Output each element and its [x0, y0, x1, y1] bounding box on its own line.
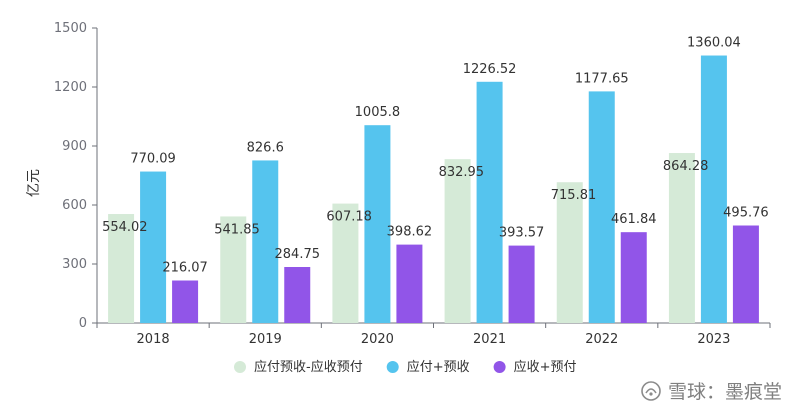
legend-marker-3[interactable] — [493, 361, 506, 373]
legend: 应付预收-应收预付 应付+预收 应收+预付 — [234, 359, 577, 375]
bar-2019-series-3 — [284, 266, 311, 323]
y-tick-label: 1200 — [54, 80, 87, 95]
data-label: 1005.8 — [355, 105, 401, 120]
data-label: 461.84 — [611, 212, 657, 227]
bar-2018-series-2 — [140, 171, 167, 323]
data-label: 607.18 — [326, 210, 372, 225]
legend-label-1[interactable]: 应付预收-应收预付 — [254, 359, 363, 375]
y-tick-label: 0 — [79, 316, 87, 331]
data-label: 495.76 — [723, 206, 769, 221]
bar-2020-series-1 — [332, 203, 359, 323]
bar-2022-series-2 — [588, 91, 615, 323]
axes-layer: 0 300 600 900 1200 1500 亿元 2018 2019 2020 2021 2022… — [26, 21, 771, 347]
data-label: 541.85 — [214, 222, 260, 237]
data-label: 1226.52 — [463, 62, 517, 77]
legend-label-3[interactable]: 应收+预付 — [514, 359, 577, 375]
y-tick-label: 1500 — [54, 21, 87, 36]
y-axis-label: 亿元 — [26, 169, 42, 197]
legend-marker-2[interactable] — [386, 361, 399, 373]
data-label: 554.02 — [102, 220, 148, 235]
watermark-text: 雪球：墨痕堂 — [667, 381, 782, 403]
y-tick-label: 300 — [62, 257, 87, 272]
legend-marker-1[interactable] — [234, 361, 246, 373]
x-tick-label: 2022 — [585, 332, 618, 347]
bar-2023-series-1 — [668, 153, 695, 323]
bar-2018-series-1 — [108, 214, 135, 323]
bar-2023-series-2 — [700, 55, 727, 324]
x-tick-label: 2023 — [697, 332, 730, 347]
legend-label-2[interactable]: 应付+预收 — [407, 359, 470, 375]
bar-2018-series-3 — [172, 280, 199, 323]
bars-layer — [108, 55, 759, 324]
snowball-logo-icon — [641, 380, 661, 401]
data-label: 826.6 — [247, 140, 284, 155]
x-tick-label: 2019 — [249, 332, 282, 347]
data-label: 398.62 — [387, 225, 433, 240]
data-label: 715.81 — [551, 188, 597, 203]
bar-2023-series-3 — [732, 225, 759, 323]
watermark: 雪球：墨痕堂 — [640, 377, 782, 404]
bar-2020-series-3 — [396, 244, 423, 323]
x-tick-label: 2020 — [361, 332, 394, 347]
x-tick-label: 2021 — [473, 332, 506, 347]
bar-2020-series-2 — [364, 125, 391, 324]
bar-2019-series-1 — [220, 216, 247, 323]
y-tick-label: 900 — [62, 139, 87, 154]
y-tick-label: 600 — [62, 198, 87, 213]
data-label: 1177.65 — [575, 71, 629, 86]
bar-2021-series-1 — [444, 159, 471, 323]
data-label: 284.75 — [275, 247, 321, 262]
data-label: 832.95 — [439, 165, 485, 180]
data-label: 1360.04 — [687, 36, 741, 51]
labels-layer: 554.02 770.09 216.07 541.85 826.6 284.75 607.1… — [102, 36, 769, 276]
bar-2022-series-3 — [620, 232, 647, 323]
data-label: 864.28 — [663, 159, 709, 174]
bar-2021-series-3 — [508, 245, 535, 323]
x-tick-label: 2018 — [137, 332, 170, 347]
bar-2019-series-2 — [252, 160, 279, 323]
bar-2021-series-2 — [476, 81, 503, 324]
data-label: 393.57 — [499, 226, 545, 241]
data-label: 770.09 — [130, 152, 176, 167]
bar-2022-series-1 — [556, 182, 583, 323]
data-label: 216.07 — [162, 261, 208, 276]
